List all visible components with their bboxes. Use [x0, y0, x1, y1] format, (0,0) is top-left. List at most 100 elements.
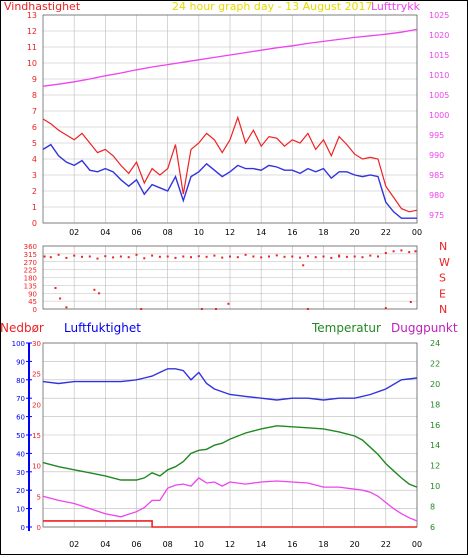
- direction-point: [252, 255, 255, 258]
- direction-point: [143, 257, 146, 260]
- direction-point: [338, 255, 341, 258]
- climate-panel-x-tick: 20: [350, 540, 360, 549]
- humidity-y-tick: 60: [16, 414, 25, 422]
- temperature-y-tick: 16: [430, 421, 440, 430]
- precipitation-y-tick: 30: [32, 340, 41, 348]
- direction-compass-label: N: [439, 303, 447, 316]
- pressure-y-tick: 1015: [429, 51, 449, 60]
- wind-panel-x-tick: 20: [350, 228, 360, 237]
- wind-panel-x-tick: 16: [287, 228, 297, 237]
- wind-y-tick: 6: [32, 123, 37, 132]
- pressure-y-tick: 975: [429, 211, 444, 220]
- precipitation-y-tick: 15: [32, 432, 41, 440]
- climate-panel-x-tick: 12: [225, 540, 235, 549]
- direction-point: [140, 308, 143, 310]
- direction-y-tick: 135: [24, 282, 37, 290]
- direction-point: [49, 256, 52, 259]
- direction-y-tick: 180: [24, 275, 37, 283]
- humidity-y-tick: 10: [16, 506, 25, 514]
- direction-y-tick: 225: [24, 267, 37, 275]
- wind-y-tick: 4: [32, 155, 37, 164]
- precipitation-label: Nedbør: [0, 321, 44, 335]
- humidity-y-tick: 100: [12, 340, 25, 348]
- wind-y-tick: 3: [32, 171, 37, 180]
- wind-speed-line: [42, 143, 417, 219]
- direction-point: [409, 301, 412, 303]
- wind-y-tick: 9: [32, 75, 37, 84]
- wind-panel-x-tick: 12: [225, 228, 235, 237]
- direction-point: [127, 256, 130, 259]
- direction-y-tick: 45: [28, 298, 37, 306]
- pressure-y-tick: 980: [429, 191, 444, 200]
- direction-compass-label: E: [439, 287, 446, 300]
- temperature-y-tick: 6: [430, 523, 435, 532]
- direction-point: [275, 254, 278, 257]
- direction-point: [190, 256, 192, 259]
- climate-panel-x-tick: 14: [256, 540, 266, 549]
- direction-point: [414, 250, 417, 253]
- direction-point: [205, 255, 208, 258]
- climate-panel-x-tick: 04: [100, 540, 110, 549]
- pressure-y-tick: 1005: [429, 91, 449, 100]
- direction-point: [353, 255, 356, 258]
- direction-point: [88, 255, 91, 258]
- direction-point: [59, 297, 62, 300]
- direction-point: [322, 255, 325, 258]
- climate-panel-x-tick: 22: [381, 540, 391, 549]
- climate-panel-x-tick: 10: [194, 540, 204, 549]
- wind-y-tick: 7: [32, 107, 37, 116]
- direction-y-tick: 0: [33, 306, 37, 314]
- direction-point: [236, 256, 239, 259]
- pressure-y-tick: 995: [429, 131, 444, 140]
- wind-panel-x-tick: 14: [256, 228, 266, 237]
- direction-point: [227, 302, 230, 305]
- humidity-y-tick: 90: [16, 358, 25, 366]
- direction-point: [400, 249, 403, 252]
- direction-point: [369, 254, 372, 257]
- humidity-y-tick: 50: [16, 432, 25, 440]
- wind-speed-label: Vindhastighet: [4, 0, 81, 13]
- direction-point: [268, 255, 270, 258]
- wind-panel-x-tick: 04: [100, 228, 110, 237]
- wind-y-tick: 10: [27, 59, 37, 68]
- temperature-y-tick: 12: [430, 462, 440, 471]
- wind-y-tick: 5: [32, 139, 37, 148]
- direction-point: [112, 256, 115, 259]
- direction-point: [57, 253, 60, 256]
- wind-y-tick: 13: [27, 11, 37, 20]
- wind-panel-x-tick: 18: [318, 228, 328, 237]
- temperature-y-tick: 10: [430, 482, 440, 491]
- climate-panel-x-tick: 16: [287, 540, 297, 549]
- humidity-y-tick: 80: [16, 377, 25, 385]
- direction-point: [283, 255, 286, 258]
- direction-point: [291, 255, 294, 258]
- direction-point: [197, 255, 200, 258]
- direction-point: [377, 255, 379, 258]
- precipitation-line: [43, 520, 417, 528]
- wind-gust-line: [42, 115, 418, 213]
- direction-panel-border: [42, 245, 418, 310]
- climate-panel-x-tick: 02: [69, 540, 79, 549]
- wind-y-tick: 8: [32, 91, 37, 100]
- direction-point: [93, 288, 96, 291]
- humidity-y-tick: 20: [16, 487, 25, 495]
- temperature-y-tick: 20: [430, 380, 440, 389]
- direction-point: [384, 252, 387, 254]
- climate-panel-x-tick: 18: [318, 540, 328, 549]
- direction-point: [260, 256, 263, 259]
- humidity-label: Luftfuktighet: [64, 321, 141, 335]
- pressure-y-tick: 1025: [429, 11, 449, 20]
- direction-point: [182, 255, 185, 258]
- direction-point: [314, 256, 317, 259]
- direction-point: [302, 264, 305, 267]
- temperature-line: [42, 425, 418, 488]
- graph-title: 24 hour graph day - 13 August 2017: [172, 0, 373, 13]
- direction-point: [408, 251, 411, 254]
- precipitation-y-tick: 20: [32, 401, 41, 409]
- humidity-y-tick: 40: [16, 450, 25, 458]
- direction-point: [200, 308, 203, 310]
- wind-panel-x-tick: 06: [131, 228, 141, 237]
- direction-point: [119, 255, 122, 258]
